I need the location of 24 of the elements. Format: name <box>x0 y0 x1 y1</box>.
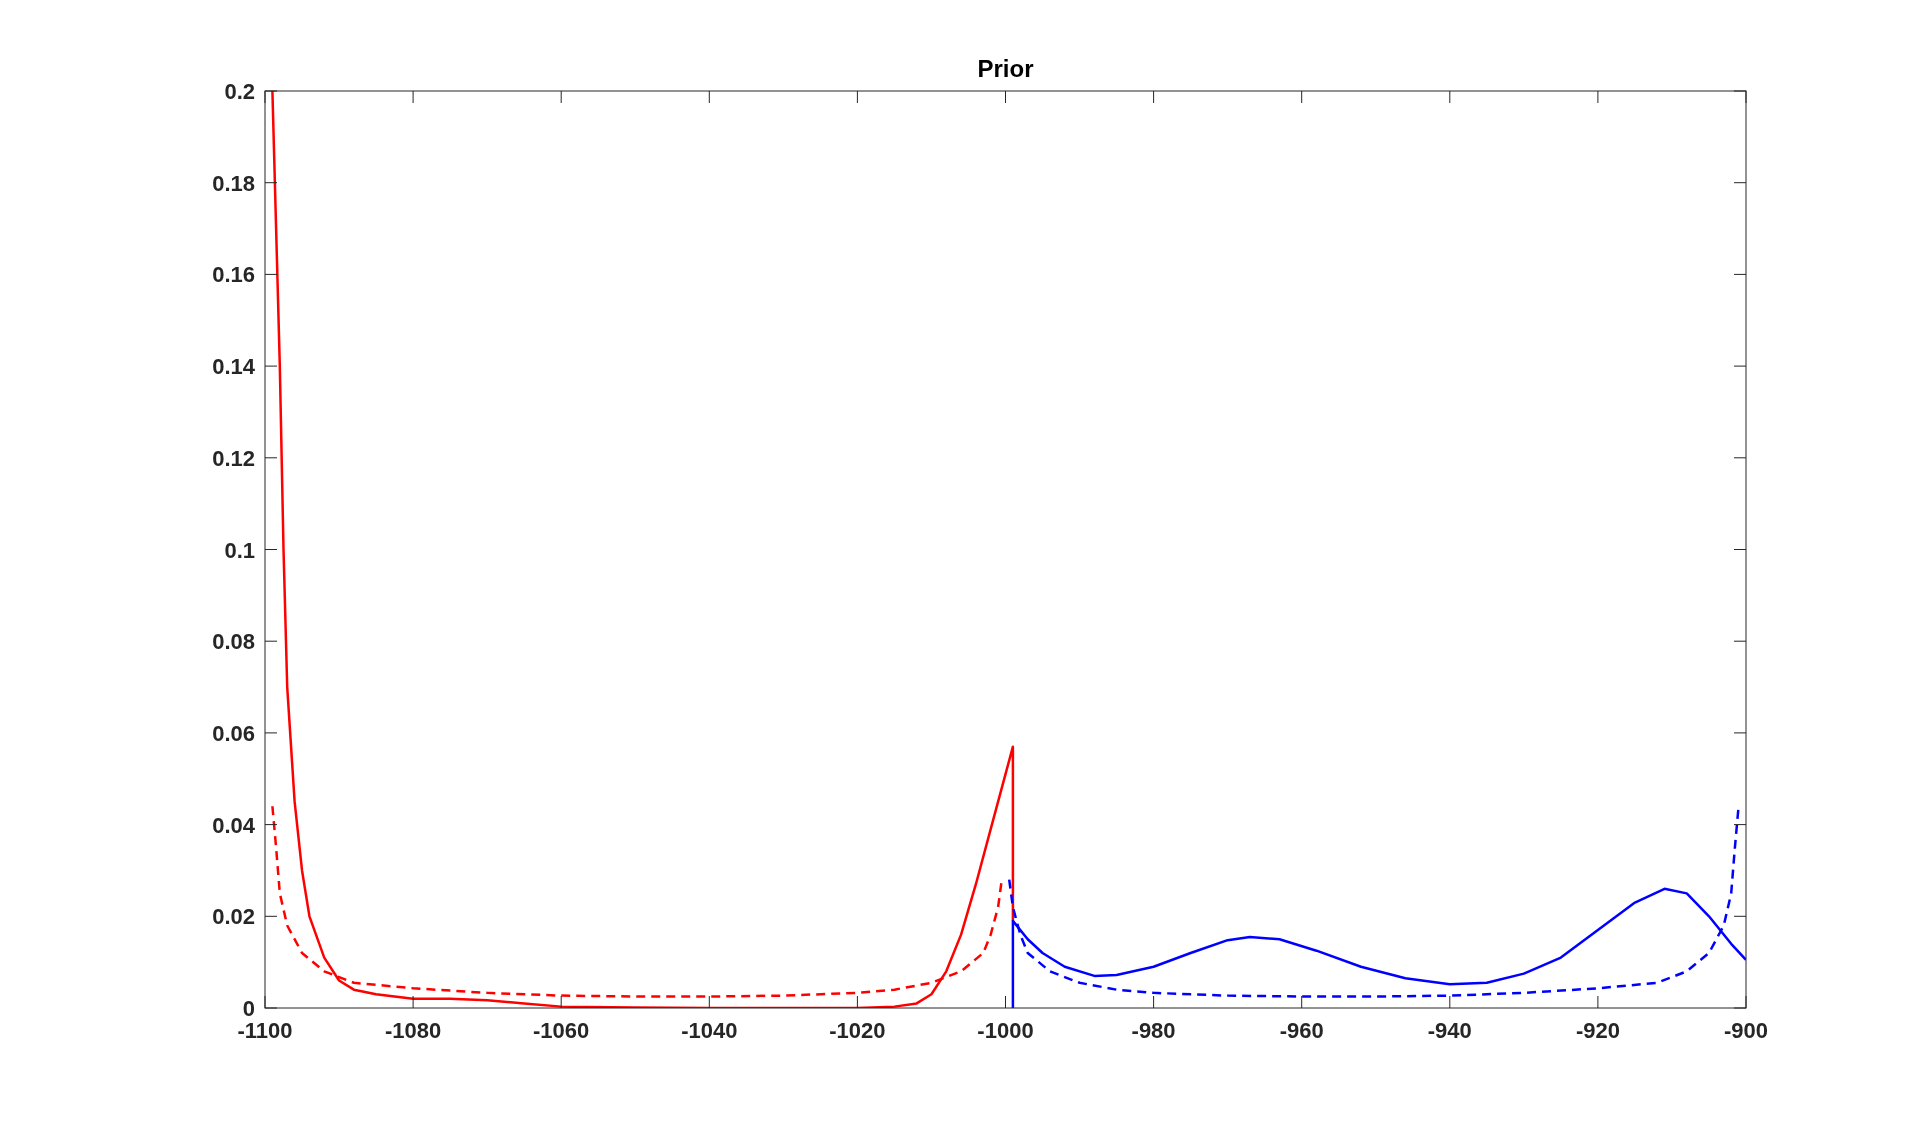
y-tick-label: 0.08 <box>212 629 255 655</box>
line-series <box>271 91 1015 1008</box>
x-tick-label: -940 <box>1427 1018 1472 1043</box>
y-tick-label: 0.06 <box>212 720 255 746</box>
y-tick-label: 0.04 <box>212 812 256 838</box>
x-tick-label: -960 <box>1279 1018 1324 1043</box>
x-tick-label: -1040 <box>681 1018 738 1043</box>
x-tick-label: -1060 <box>533 1018 590 1043</box>
y-tick-label: 0.14 <box>212 354 256 380</box>
x-tick-label: -1080 <box>384 1018 442 1043</box>
x-tick-label: -1020 <box>829 1018 886 1043</box>
y-tick-label: 0.2 <box>224 79 255 104</box>
chart-title: Prior <box>977 55 1034 82</box>
x-tick-label: -980 <box>1131 1018 1176 1043</box>
y-tick-label: 0.1 <box>224 537 255 563</box>
y-tick-label: 0 <box>242 996 255 1021</box>
x-tick-label: -920 <box>1575 1018 1620 1043</box>
y-tick-label: 0.02 <box>212 904 255 930</box>
x-tick-label: -1100 <box>237 1018 293 1043</box>
y-tick-label: 0.18 <box>212 170 255 196</box>
x-tick-label: -900 <box>1723 1018 1769 1043</box>
y-tick-label: 0.12 <box>212 445 255 471</box>
x-tick-label: -1000 <box>977 1018 1034 1043</box>
y-tick-label: 0.16 <box>212 262 255 288</box>
